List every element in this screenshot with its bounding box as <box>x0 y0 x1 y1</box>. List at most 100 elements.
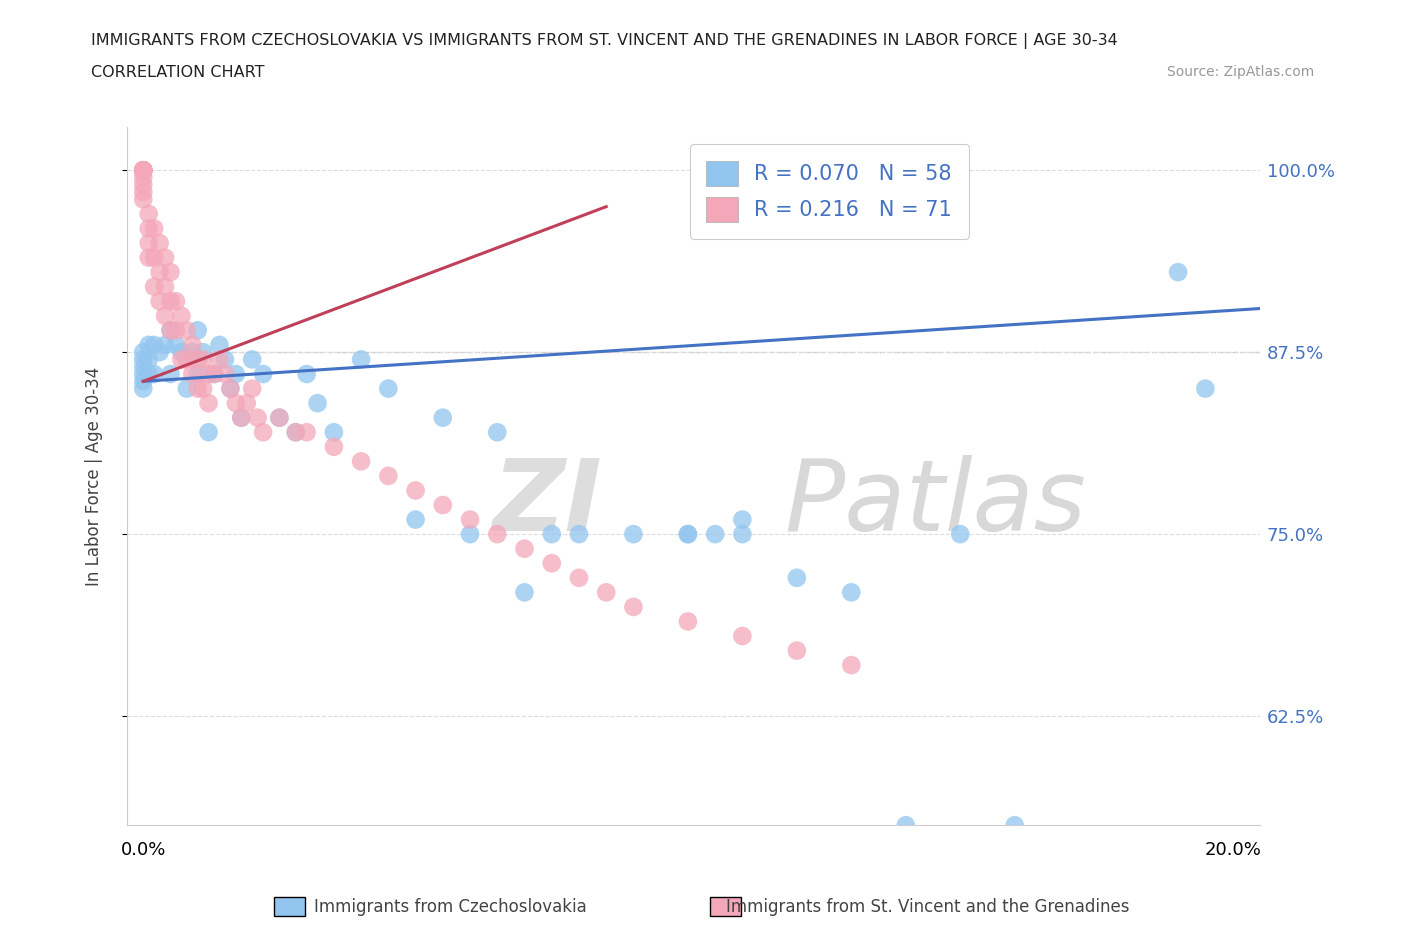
Point <box>458 512 481 527</box>
Point <box>202 366 225 381</box>
Text: Immigrants from St. Vincent and the Grenadines: Immigrants from St. Vincent and the Gren… <box>727 897 1129 916</box>
Point <box>513 541 536 556</box>
Point <box>176 352 198 367</box>
Point <box>540 526 562 541</box>
Point <box>322 425 344 440</box>
Text: ZI: ZI <box>494 456 603 552</box>
Point <box>1167 265 1189 280</box>
Point <box>191 381 214 396</box>
Point <box>219 381 242 396</box>
Point <box>540 556 562 571</box>
Point <box>786 570 808 585</box>
Point <box>231 410 253 425</box>
Point <box>197 425 219 440</box>
Point <box>208 352 231 367</box>
Point <box>153 338 176 352</box>
Point <box>839 658 862 672</box>
Point <box>132 163 155 178</box>
Point <box>132 359 155 374</box>
Point <box>284 425 307 440</box>
Point <box>181 345 204 360</box>
Point <box>143 250 166 265</box>
Point <box>132 178 155 193</box>
Y-axis label: In Labor Force | Age 30-34: In Labor Force | Age 30-34 <box>86 366 103 586</box>
Text: Source: ZipAtlas.com: Source: ZipAtlas.com <box>1167 65 1315 79</box>
Point <box>202 366 225 381</box>
Point <box>176 323 198 338</box>
Point <box>138 338 160 352</box>
Point <box>307 395 329 410</box>
Point <box>143 279 166 294</box>
Point <box>486 526 509 541</box>
Point <box>322 439 344 454</box>
Point <box>187 323 209 338</box>
Point <box>138 235 160 250</box>
Point <box>132 163 155 178</box>
Point <box>1194 381 1216 396</box>
Point <box>132 163 155 178</box>
Point <box>235 395 257 410</box>
Point <box>149 345 172 360</box>
Point <box>132 192 155 206</box>
Point <box>132 345 155 360</box>
Point <box>170 352 193 367</box>
Point <box>165 323 187 338</box>
Point <box>159 366 181 381</box>
Point <box>132 374 155 389</box>
Point <box>894 817 917 832</box>
Point <box>132 170 155 185</box>
Point <box>246 410 269 425</box>
Point <box>1004 817 1026 832</box>
Point <box>405 483 427 498</box>
Point <box>138 366 160 381</box>
Text: IMMIGRANTS FROM CZECHOSLOVAKIA VS IMMIGRANTS FROM ST. VINCENT AND THE GRENADINES: IMMIGRANTS FROM CZECHOSLOVAKIA VS IMMIGR… <box>91 33 1118 48</box>
Point <box>153 279 176 294</box>
Point <box>704 526 727 541</box>
Point <box>513 585 536 600</box>
Point <box>138 221 160 236</box>
Point <box>132 163 155 178</box>
Point <box>149 265 172 280</box>
Point <box>208 338 231 352</box>
Point <box>240 381 263 396</box>
Point <box>132 381 155 396</box>
Point <box>165 294 187 309</box>
Point <box>132 185 155 200</box>
Point <box>676 526 699 541</box>
Point <box>132 352 155 367</box>
Point <box>231 410 253 425</box>
Text: Immigrants from Czechoslovakia: Immigrants from Czechoslovakia <box>314 897 586 916</box>
Point <box>432 498 454 512</box>
Point <box>595 585 617 600</box>
Point <box>458 526 481 541</box>
Point <box>159 294 181 309</box>
Point <box>731 526 754 541</box>
Point <box>295 425 318 440</box>
Point <box>568 570 591 585</box>
Point <box>252 425 274 440</box>
Point <box>159 265 181 280</box>
Point <box>187 381 209 396</box>
Point <box>153 250 176 265</box>
Point <box>252 366 274 381</box>
Point <box>676 614 699 629</box>
Point <box>295 366 318 381</box>
Point <box>219 381 242 396</box>
Point <box>225 395 247 410</box>
Point <box>949 526 972 541</box>
Point <box>170 345 193 360</box>
Point <box>377 469 399 484</box>
Text: CORRELATION CHART: CORRELATION CHART <box>91 65 264 80</box>
Point <box>284 425 307 440</box>
Point <box>181 338 204 352</box>
Point <box>269 410 291 425</box>
Point <box>350 352 373 367</box>
Point <box>143 338 166 352</box>
Point <box>165 338 187 352</box>
Point <box>187 352 209 367</box>
Point <box>350 454 373 469</box>
Point <box>159 323 181 338</box>
Point <box>432 410 454 425</box>
Point <box>786 644 808 658</box>
Point <box>214 352 236 367</box>
